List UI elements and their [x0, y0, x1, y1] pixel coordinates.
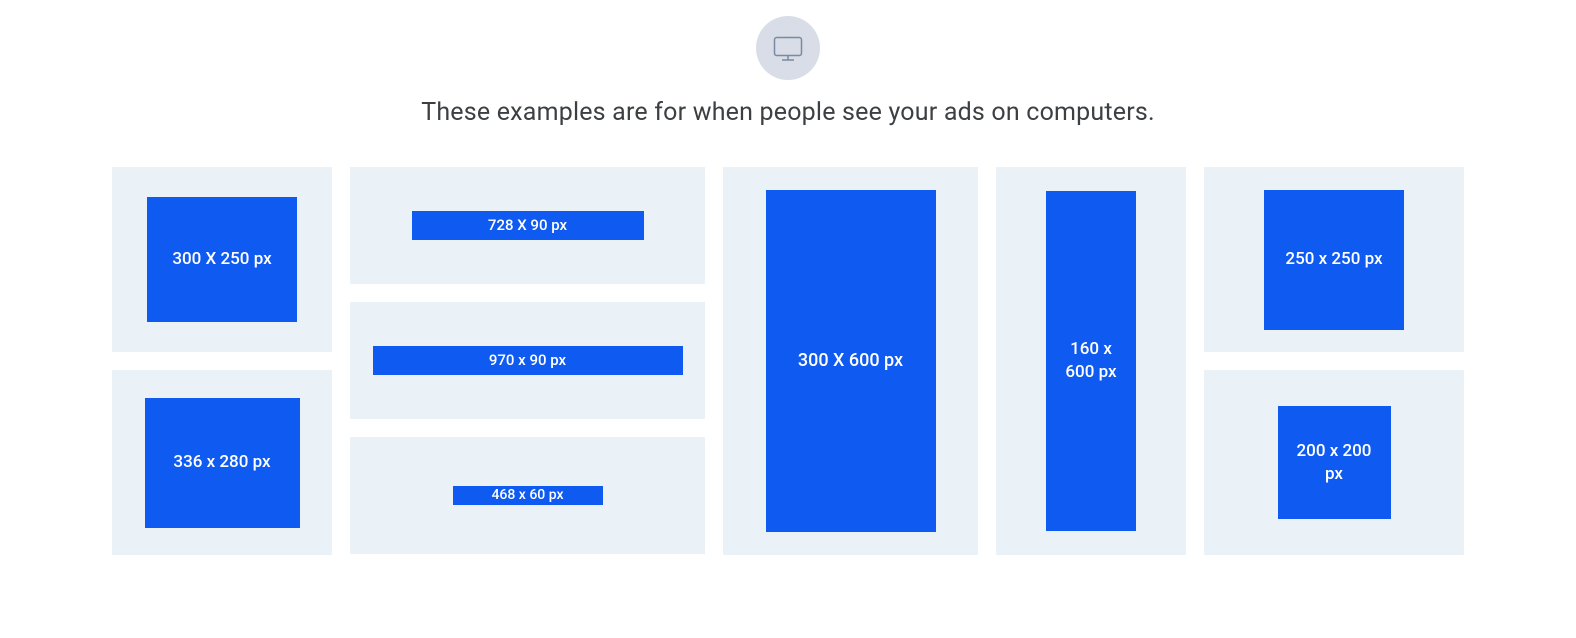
column-5: 250 x 250 px 200 x 200 px: [1204, 167, 1464, 555]
ad-panel-300x250: 300 X 250 px: [112, 167, 332, 352]
ad-block-300x600: 300 X 600 px: [766, 190, 936, 532]
column-1: 300 X 250 px 336 x 280 px: [112, 167, 332, 555]
ad-panel-300x600: 300 X 600 px: [723, 167, 978, 555]
column-2: 728 X 90 px 970 x 90 px 468 x 60 px: [350, 167, 705, 555]
column-3: 300 X 600 px: [723, 167, 978, 555]
ad-panel-468x60: 468 x 60 px: [350, 437, 705, 554]
ad-block-728x90: 728 X 90 px: [412, 211, 644, 240]
ad-block-336x280: 336 x 280 px: [145, 398, 300, 528]
ad-block-468x60: 468 x 60 px: [453, 486, 603, 505]
ad-panel-200x200: 200 x 200 px: [1204, 370, 1464, 555]
ad-block-970x90: 970 x 90 px: [373, 346, 683, 375]
ad-block-160x600: 160 x 600 px: [1046, 191, 1136, 531]
ad-block-200x200: 200 x 200 px: [1278, 406, 1391, 519]
ad-panel-970x90: 970 x 90 px: [350, 302, 705, 419]
column-4: 160 x 600 px: [996, 167, 1186, 555]
header: These examples are for when people see y…: [0, 0, 1576, 127]
headline-text: These examples are for when people see y…: [0, 98, 1576, 127]
ad-panel-336x280: 336 x 280 px: [112, 370, 332, 555]
ad-panel-250x250: 250 x 250 px: [1204, 167, 1464, 352]
ad-panel-728x90: 728 X 90 px: [350, 167, 705, 284]
ad-panel-160x600: 160 x 600 px: [996, 167, 1186, 555]
ad-block-300x250: 300 X 250 px: [147, 197, 297, 322]
ad-block-250x250: 250 x 250 px: [1264, 190, 1404, 330]
desktop-monitor-icon: [756, 16, 820, 80]
ad-size-grid: 300 X 250 px 336 x 280 px 728 X 90 px 97…: [0, 127, 1576, 555]
